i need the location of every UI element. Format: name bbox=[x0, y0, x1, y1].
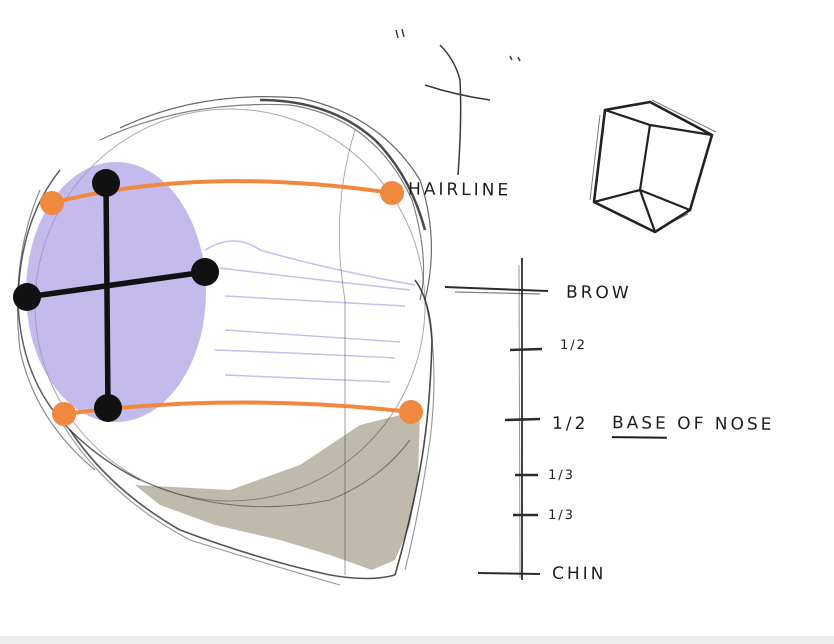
axis-point-top bbox=[92, 169, 120, 197]
horizontal-axis bbox=[26, 269, 206, 300]
label-half-2: 1/2 bbox=[551, 413, 589, 435]
label-brow: BROW bbox=[565, 282, 632, 304]
bottom-strip bbox=[0, 636, 834, 644]
label-third-2: 1/3 bbox=[547, 507, 575, 524]
vertical-axis bbox=[103, 182, 111, 409]
hairline-point-left bbox=[40, 191, 64, 215]
cube-sketch bbox=[589, 99, 717, 234]
hairline-guideline bbox=[51, 179, 393, 205]
label-of-nose: OF NOSE bbox=[677, 413, 775, 435]
face-plane-lines bbox=[204, 240, 416, 383]
hairline-point-right bbox=[380, 181, 404, 205]
proportion-ruler bbox=[444, 258, 549, 580]
axis-point-bottom bbox=[94, 394, 122, 422]
label-third-1: 1/3 bbox=[547, 467, 575, 484]
label-hairline: HAIRLINE bbox=[407, 179, 512, 201]
label-chin: CHIN bbox=[551, 563, 607, 585]
axis-point-left bbox=[13, 283, 41, 311]
jaw-shadow bbox=[135, 410, 420, 570]
label-base-of-nose: BASE OF NOSE bbox=[612, 413, 775, 435]
side-plane-ellipse bbox=[26, 162, 206, 422]
label-half-1: 1/2 bbox=[559, 337, 587, 354]
nose-base-point-right bbox=[399, 400, 423, 424]
label-base: BASE bbox=[611, 413, 669, 434]
top-sketch-marks bbox=[395, 28, 521, 176]
axis-point-right bbox=[191, 258, 219, 286]
jaw-outline bbox=[59, 129, 435, 586]
nose-base-point-left bbox=[52, 402, 76, 426]
